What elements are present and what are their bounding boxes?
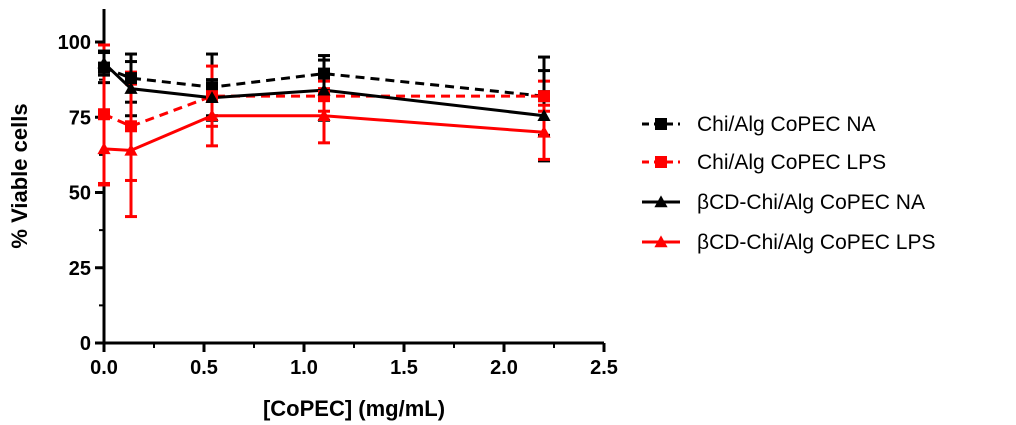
data-point [125,72,137,85]
data-point [205,91,219,103]
y-tick-label: 25 [69,258,91,280]
legend-marker [655,156,667,168]
axes: 0.0 0.5 1.0 1.5 2.0 2.5 0 25 50 75 100 [58,9,618,379]
data-point [317,109,331,122]
x-axis-title: [CoPEC] (mg/mL) [263,396,445,421]
markers [97,56,551,156]
data-point [206,81,218,94]
legend-marker [655,118,667,130]
y-tick-label: 75 [69,107,91,129]
y-tick-label: 100 [58,32,91,54]
data-point [124,82,138,94]
data-point [318,67,330,80]
y-tick-label: 0 [80,333,91,355]
legend: Chi/Alg CoPEC NA Chi/Alg CoPEC LPS βCD-Chi… [642,113,936,254]
data-point [97,56,111,69]
data-point [317,83,331,96]
x-tick-label: 0.5 [190,357,218,379]
x-tick-label: 2.0 [490,357,518,379]
data-point [538,90,550,103]
legend-label: Chi/Alg CoPEC NA [697,113,876,136]
legend-label: βCD-Chi/Alg CoPEC LPS [697,231,936,254]
series-line [103,94,544,128]
data-point [537,125,551,138]
legend-marker [654,195,668,208]
data-point [125,120,137,133]
legend-label: βCD-Chi/Alg CoPEC NA [697,191,925,214]
data-point [97,142,111,155]
x-tick-label: 2.5 [590,357,618,379]
legend-label: Chi/Alg CoPEC LPS [697,151,886,174]
data-point [124,143,138,156]
data-point [537,109,551,122]
x-tick-label: 0.0 [90,357,118,379]
y-tick-label: 50 [69,183,91,205]
x-tick-label: 1.5 [390,357,418,379]
x-tick-label: 1.0 [290,357,318,379]
data-point [98,108,110,121]
legend-marker [654,235,668,248]
data-point [205,109,219,122]
y-axis-title: % Viable cells [7,103,32,248]
